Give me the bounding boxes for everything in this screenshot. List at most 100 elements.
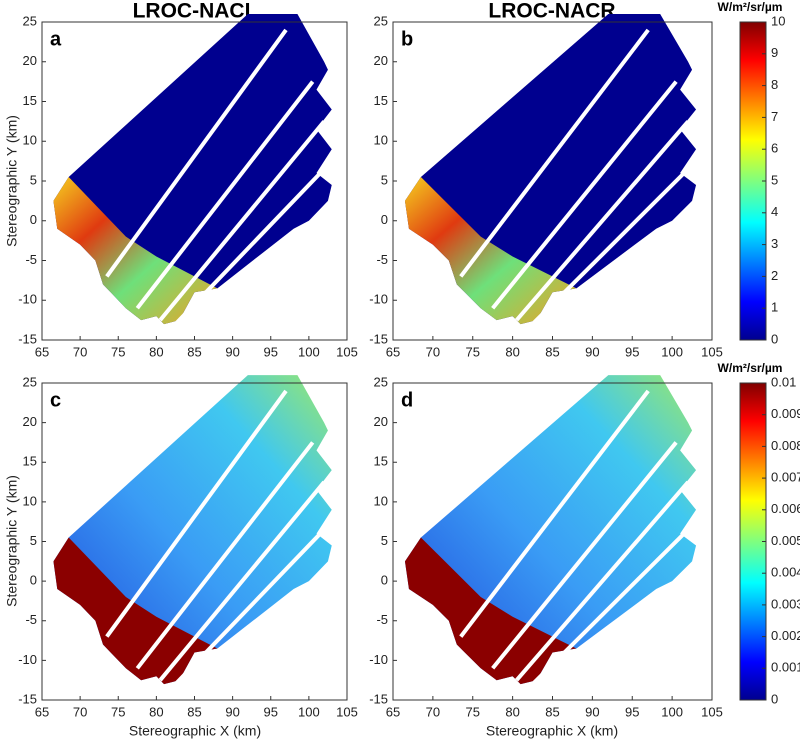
x-tick-label: 70 xyxy=(426,704,440,719)
swath-gap xyxy=(459,28,650,278)
column-title: LROC-NACL xyxy=(133,0,258,23)
x-tick-label: 80 xyxy=(149,704,163,719)
x-tick-label: 75 xyxy=(111,704,125,719)
map-edge-region xyxy=(404,177,577,325)
y-tick-label: 25 xyxy=(374,374,388,389)
x-tick-label: 95 xyxy=(264,344,278,359)
colorbar-tick-label: 10 xyxy=(771,13,785,28)
colorbar xyxy=(739,21,767,341)
y-tick-label: 0 xyxy=(381,573,388,588)
swath-gap xyxy=(531,520,698,686)
y-tick-label: -10 xyxy=(369,652,388,667)
y-tick-label: 5 xyxy=(381,172,388,187)
swath-gap xyxy=(491,80,678,310)
x-axis-label: Stereographic X (km) xyxy=(486,723,618,739)
colorbar-tick-label: 0.008 xyxy=(771,438,800,453)
x-tick-label: 105 xyxy=(336,344,358,359)
x-tick-label: 70 xyxy=(426,344,440,359)
x-tick-label: 80 xyxy=(149,344,163,359)
swath-gap xyxy=(515,480,690,682)
y-tick-label: 25 xyxy=(374,13,388,28)
swath-gap xyxy=(158,120,326,322)
swath-gap xyxy=(515,120,690,322)
y-tick-label: 20 xyxy=(374,53,388,68)
map-edge-region xyxy=(53,537,218,685)
y-tick-label: 0 xyxy=(30,212,37,227)
colorbar-tick-label: 0.005 xyxy=(771,533,800,548)
x-tick-label: 75 xyxy=(466,344,480,359)
x-tick-label: 65 xyxy=(35,344,49,359)
y-tick-label: 5 xyxy=(381,533,388,548)
colorbar-unit: W/m²/sr/µm xyxy=(718,361,783,375)
x-tick-label: 100 xyxy=(661,344,683,359)
map-edge-region xyxy=(53,177,218,325)
y-tick-label: 25 xyxy=(23,374,37,389)
colorbar xyxy=(739,382,767,701)
y-tick-label: -5 xyxy=(25,612,37,627)
y-tick-label: 20 xyxy=(374,414,388,429)
y-tick-label: -15 xyxy=(369,331,388,346)
x-tick-label: 95 xyxy=(264,704,278,719)
y-tick-label: -10 xyxy=(369,292,388,307)
colorbar-tick-label: 1 xyxy=(771,300,778,315)
x-tick-label: 70 xyxy=(73,344,87,359)
x-tick-label: 75 xyxy=(111,344,125,359)
x-tick-label: 85 xyxy=(545,704,559,719)
y-tick-label: 5 xyxy=(30,533,37,548)
colorbar-tick-label: 9 xyxy=(771,45,778,60)
y-tick-label: -10 xyxy=(18,292,37,307)
y-axis-label: Stereographic Y (km) xyxy=(4,475,20,607)
y-axis-label: Stereographic Y (km) xyxy=(4,115,20,247)
y-tick-label: 15 xyxy=(23,454,37,469)
colorbar-tick-label: 4 xyxy=(771,204,778,219)
colorbar-tick-label: 8 xyxy=(771,77,778,92)
y-tick-label: 0 xyxy=(381,212,388,227)
x-tick-label: 65 xyxy=(386,704,400,719)
y-tick-label: 10 xyxy=(374,133,388,148)
colorbar-tick-label: 2 xyxy=(771,268,778,283)
colorbar-tick-label: 0.009 xyxy=(771,406,800,421)
colorbar-tick-label: 0 xyxy=(771,331,778,346)
colorbar-tick-label: 0.004 xyxy=(771,565,800,580)
x-tick-label: 90 xyxy=(225,344,239,359)
swath-gap xyxy=(105,389,288,638)
colorbar-unit: W/m²/sr/µm xyxy=(718,0,783,14)
swath-gap xyxy=(491,441,678,670)
swath-gap xyxy=(173,159,334,326)
colorbar-tick-label: 0.001 xyxy=(771,660,800,675)
x-tick-label: 85 xyxy=(545,344,559,359)
y-tick-label: -5 xyxy=(376,252,388,267)
colorbar-tick-label: 0.006 xyxy=(771,501,800,516)
x-tick-label: 90 xyxy=(225,704,239,719)
panel-label: c xyxy=(50,389,61,411)
x-tick-label: 95 xyxy=(625,344,639,359)
colorbar-tick-label: 3 xyxy=(771,236,778,251)
x-tick-label: 100 xyxy=(298,344,320,359)
panel-label: b xyxy=(401,28,413,50)
colorbar-tick-label: 0.003 xyxy=(771,596,800,611)
x-tick-label: 100 xyxy=(661,704,683,719)
colorbar-tick-label: 0 xyxy=(771,691,778,706)
x-tick-label: 85 xyxy=(187,704,201,719)
x-tick-label: 85 xyxy=(187,344,201,359)
x-tick-label: 70 xyxy=(73,704,87,719)
swath-gap xyxy=(459,389,650,638)
x-tick-label: 90 xyxy=(585,704,599,719)
swath-gap xyxy=(135,441,315,670)
x-tick-label: 80 xyxy=(505,344,519,359)
y-tick-label: 15 xyxy=(374,454,388,469)
x-tick-label: 105 xyxy=(701,344,723,359)
y-tick-label: -15 xyxy=(369,691,388,706)
x-axis-label: Stereographic X (km) xyxy=(129,723,261,739)
map-edge-region xyxy=(404,537,577,685)
y-tick-label: 5 xyxy=(30,172,37,187)
colorbar-tick-label: 5 xyxy=(771,172,778,187)
swath-gap xyxy=(531,159,698,326)
panel-label: d xyxy=(401,389,413,411)
y-tick-label: 25 xyxy=(23,13,37,28)
x-tick-label: 65 xyxy=(386,344,400,359)
y-tick-label: 20 xyxy=(23,53,37,68)
swath-gap xyxy=(158,480,326,682)
panel-label: a xyxy=(50,28,62,50)
